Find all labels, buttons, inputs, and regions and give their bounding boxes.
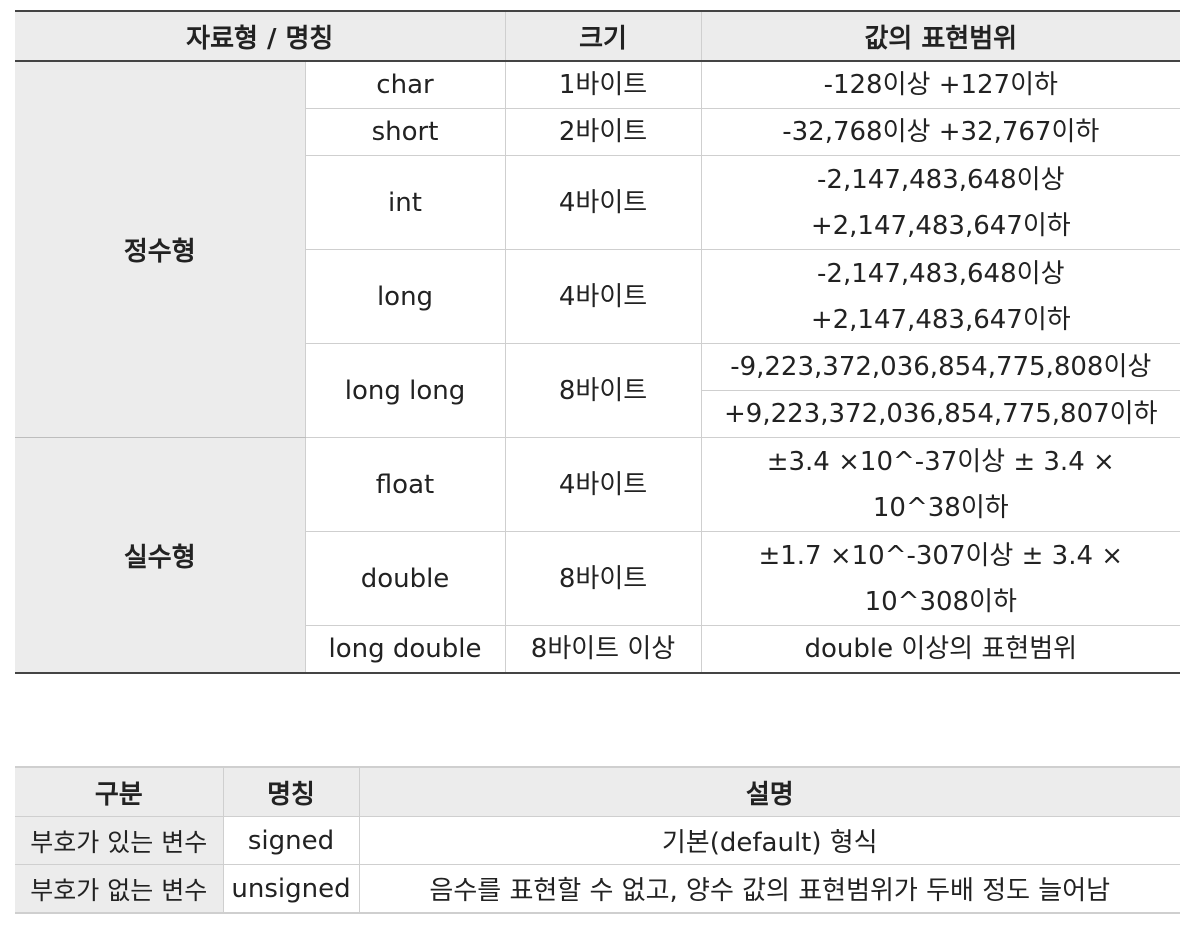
table-row: 부호가 있는 변수 signed 기본(default) 형식 (15, 816, 1180, 865)
table-row: long long 8바이트 -9,223,372,036,854,775,80… (15, 343, 1181, 438)
range-line: +2,147,483,647이하 (810, 304, 1071, 335)
range-line: -2,147,483,648이상 (817, 258, 1065, 289)
range-line: -2,147,483,648이상 (817, 164, 1065, 195)
type-range: double 이상의 표현범위 (700, 625, 1181, 674)
type-size: 8바이트 (504, 531, 702, 626)
table-row: int 4바이트 -2,147,483,648이상 +2,147,483,647… (15, 155, 1181, 250)
header-kind: 구분 (15, 766, 223, 817)
modifier-kind: 부호가 없는 변수 (15, 864, 223, 914)
type-size: 2바이트 (504, 108, 702, 156)
table-row: 실수형 float 4바이트 ±3.4 ×10^-37이상 ± 3.4 × 10… (15, 437, 1181, 674)
type-name: long (304, 249, 506, 344)
type-name: char (304, 61, 506, 109)
header-type-name: 자료형 / 명칭 (15, 10, 506, 62)
type-size: 4바이트 (504, 437, 702, 532)
type-range: +9,223,372,036,854,775,807이하 (700, 390, 1181, 438)
sign-modifier-table: 구분 명칭 설명 부호가 있는 변수 signed 기본(default) 형식… (15, 766, 1180, 914)
range-line: +2,147,483,647이하 (810, 210, 1071, 241)
category-integer: 정수형 (15, 61, 305, 438)
type-range: -9,223,372,036,854,775,808이상 (700, 343, 1181, 391)
range-line: 10^38이하 (872, 492, 1009, 523)
header-row: 구분 명칭 설명 (15, 766, 1180, 817)
type-range: -2,147,483,648이상 +2,147,483,647이하 (700, 155, 1181, 250)
modifier-name: signed (222, 816, 359, 865)
table-row: short 2바이트 -32,768이상 +32,767이하 (15, 108, 1181, 156)
type-size: 4바이트 (504, 249, 702, 344)
modifier-kind: 부호가 있는 변수 (15, 816, 223, 865)
type-name: long double (304, 625, 506, 674)
type-name: long long (304, 343, 506, 438)
type-size: 4바이트 (504, 155, 702, 250)
type-range: -32,768이상 +32,767이하 (700, 108, 1181, 156)
type-range: ±1.7 ×10^-307이상 ± 3.4 × 10^308이하 (700, 531, 1181, 626)
category-real: 실수형 (15, 437, 305, 674)
modifier-name: unsigned (222, 864, 359, 914)
type-size: 8바이트 이상 (504, 625, 702, 674)
type-name: float (304, 437, 506, 532)
data-type-table: 자료형 / 명칭 크기 값의 표현범위 정수형 char 1바이트 -128이상… (15, 10, 1181, 674)
table-row: long double 8바이트 이상 double 이상의 표현범위 (15, 625, 1181, 674)
type-range: -128이상 +127이하 (700, 61, 1181, 109)
type-size: 1바이트 (504, 61, 702, 109)
header-row: 자료형 / 명칭 크기 값의 표현범위 (15, 10, 1181, 62)
table-row: 부호가 없는 변수 unsigned 음수를 표현할 수 없고, 양수 값의 표… (15, 864, 1180, 914)
table-row: long 4바이트 -2,147,483,648이상 +2,147,483,64… (15, 249, 1181, 344)
type-name: int (304, 155, 506, 250)
type-range: -2,147,483,648이상 +2,147,483,647이하 (700, 249, 1181, 344)
header-name: 명칭 (222, 766, 359, 817)
modifier-description: 음수를 표현할 수 없고, 양수 값의 표현범위가 두배 정도 늘어남 (358, 864, 1180, 914)
header-range: 값의 표현범위 (700, 10, 1181, 62)
range-line: 10^308이하 (864, 586, 1017, 617)
modifier-description: 기본(default) 형식 (358, 816, 1180, 865)
type-name: double (304, 531, 506, 626)
range-line: ±3.4 ×10^-37이상 ± 3.4 × (766, 446, 1115, 477)
type-name: short (304, 108, 506, 156)
table-row: +9,223,372,036,854,775,807이하 (15, 390, 1181, 438)
table-row: double 8바이트 ±1.7 ×10^-307이상 ± 3.4 × 10^3… (15, 531, 1181, 626)
header-size: 크기 (504, 10, 702, 62)
table-row: 정수형 char 1바이트 -128이상 +127이하 (15, 61, 1181, 438)
type-size: 8바이트 (504, 343, 702, 438)
type-range: ±3.4 ×10^-37이상 ± 3.4 × 10^38이하 (700, 437, 1181, 532)
header-description: 설명 (358, 766, 1180, 817)
range-line: ±1.7 ×10^-307이상 ± 3.4 × (758, 540, 1124, 571)
